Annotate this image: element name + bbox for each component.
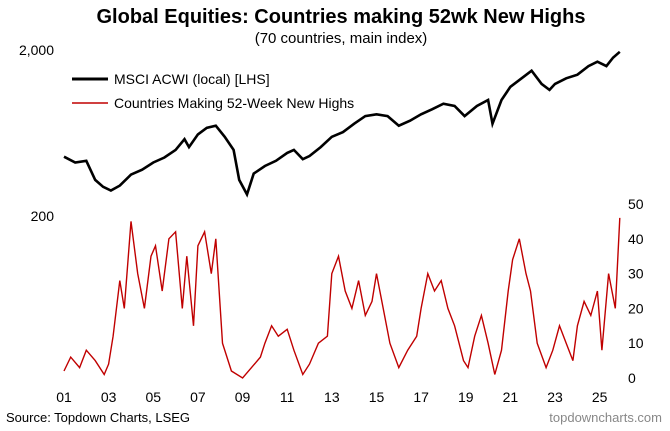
x-tick-label: 25 xyxy=(592,389,608,405)
legend-label-new-highs: Countries Making 52-Week New Highs xyxy=(114,95,354,111)
chart-subtitle: (70 countries, main index) xyxy=(255,30,428,47)
right-tick-label: 0 xyxy=(628,370,636,386)
left-axis: 2,000 200 xyxy=(19,42,54,224)
x-tick-label: 13 xyxy=(324,389,340,405)
right-axis: 50 40 30 20 10 0 xyxy=(628,196,644,386)
x-tick-label: 01 xyxy=(56,389,72,405)
x-tick-label: 15 xyxy=(369,389,385,405)
x-tick-label: 17 xyxy=(413,389,429,405)
x-tick-label: 21 xyxy=(503,389,519,405)
chart-title: Global Equities: Countries making 52wk N… xyxy=(97,6,586,28)
x-tick-label: 07 xyxy=(190,389,206,405)
left-tick-label: 2,000 xyxy=(19,42,54,58)
x-tick-label: 05 xyxy=(145,389,161,405)
legend-label-msci-acwi: MSCI ACWI (local) [LHS] xyxy=(114,71,270,87)
source-note: Source: Topdown Charts, LSEG xyxy=(6,410,190,425)
legend: MSCI ACWI (local) [LHS] Countries Making… xyxy=(72,71,354,111)
right-tick-label: 10 xyxy=(628,335,644,351)
left-tick-label: 200 xyxy=(31,208,55,224)
series-line-new-highs xyxy=(63,217,621,379)
x-tick-label: 03 xyxy=(101,389,117,405)
x-tick-label: 19 xyxy=(458,389,474,405)
x-axis: 01 03 05 07 09 11 13 15 17 19 21 23 25 xyxy=(56,389,607,405)
watermark: topdowncharts.com xyxy=(549,410,662,425)
right-tick-label: 50 xyxy=(628,196,644,212)
series-line-msci-acwi xyxy=(63,50,621,198)
x-tick-label: 09 xyxy=(235,389,251,405)
x-tick-label: 23 xyxy=(547,389,563,405)
right-tick-label: 20 xyxy=(628,300,644,316)
right-tick-label: 40 xyxy=(628,231,644,247)
x-tick-label: 11 xyxy=(280,389,295,405)
right-tick-label: 30 xyxy=(628,266,644,282)
